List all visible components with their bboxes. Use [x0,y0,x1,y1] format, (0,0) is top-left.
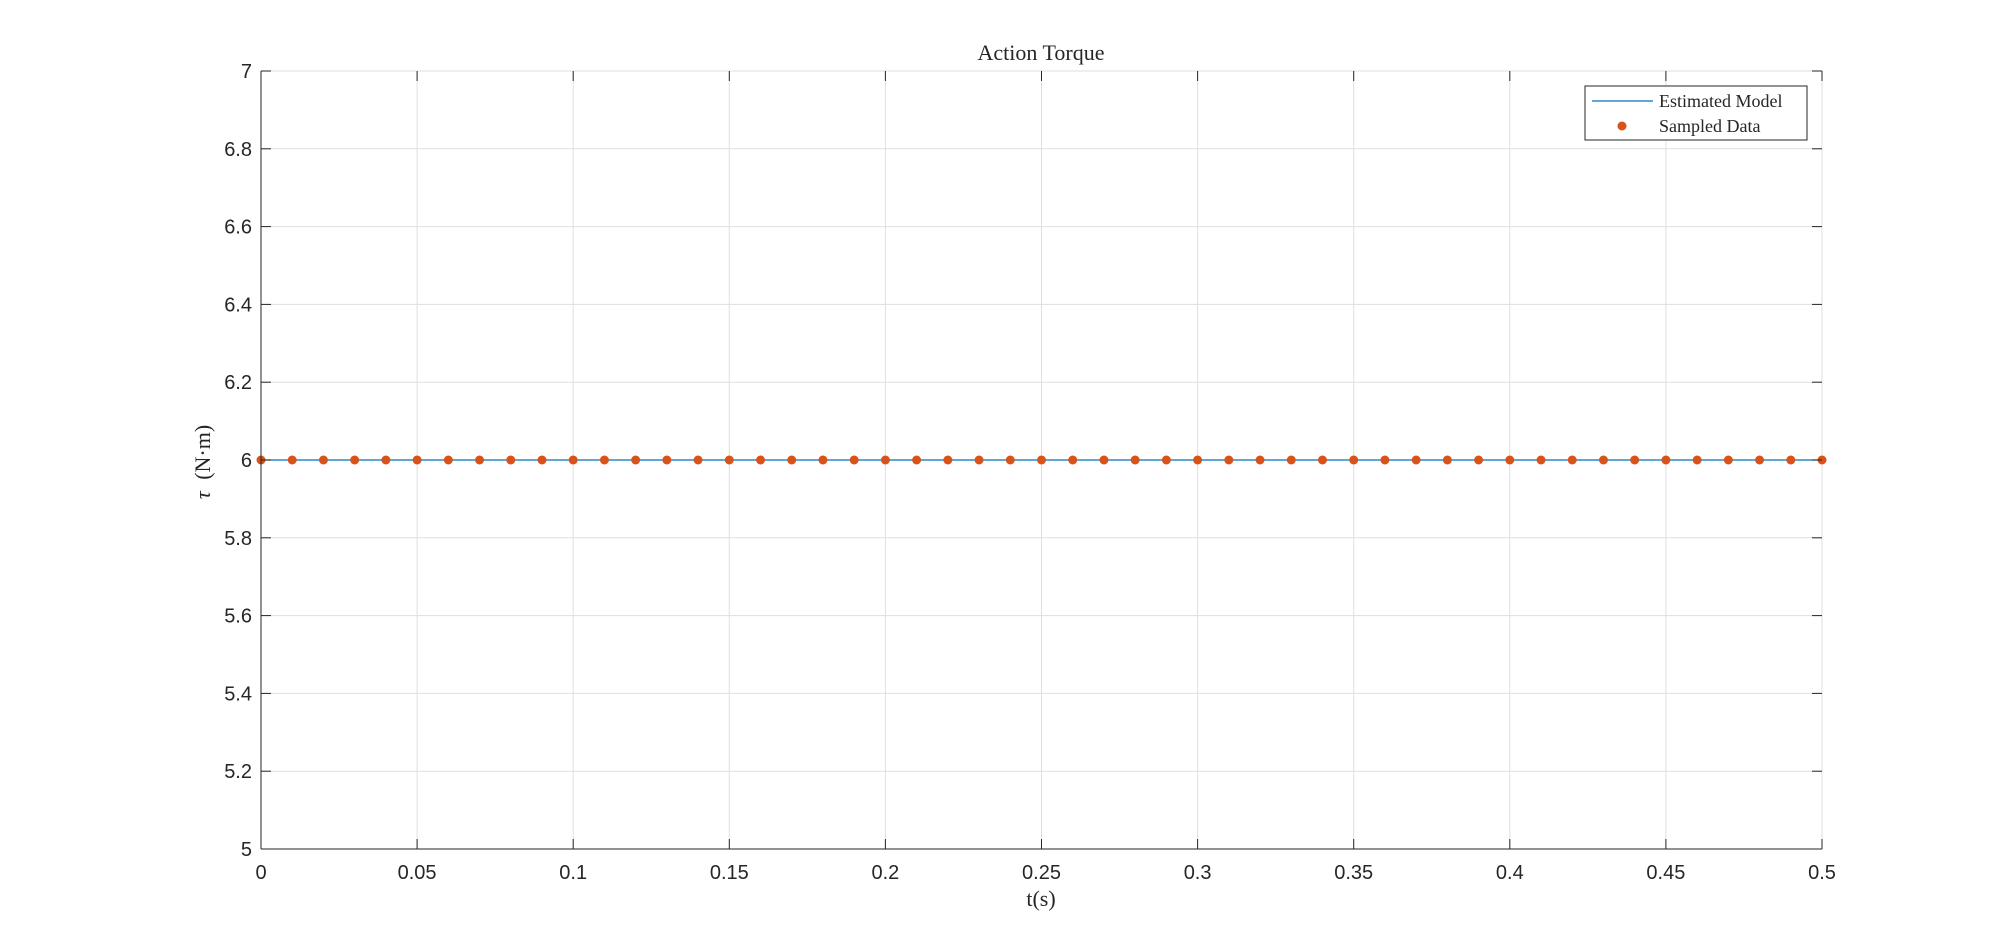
tick-labels: 0 0.05 0.1 0.15 0.2 0.25 0.3 0.35 0.4 0.45 0.5 5 5.2… [224,61,1836,884]
data-point-sampled [849,455,859,465]
data-point-sampled [412,455,422,465]
data-point-sampled [1723,455,1733,465]
y-tick-label: 5.2 [224,761,252,783]
y-axis-label-symbol: τ [190,490,215,499]
data-point-sampled [381,455,391,465]
data-point-sampled [599,455,609,465]
data-point-sampled [693,455,703,465]
data-point-sampled [568,455,578,465]
data-point-sampled [1630,455,1640,465]
data-point-sampled [1349,455,1359,465]
x-tick-label: 0.35 [1334,862,1373,884]
x-tick-label: 0.15 [710,862,749,884]
data-point-sampled [880,455,890,465]
x-tick-label: 0.45 [1646,862,1685,884]
legend-box [1584,85,1808,141]
y-tick-label: 5.6 [224,606,252,628]
y-axis-label-unit: (N·m) [190,425,215,480]
data-point-sampled [818,455,828,465]
y-tick-label: 6.4 [224,294,252,316]
data-point-sampled [756,455,766,465]
data-point-sampled [1442,455,1452,465]
y-tick-label: 7 [241,61,252,83]
data-point-sampled [787,455,797,465]
data-point-sampled [1161,455,1171,465]
data-point-sampled [1755,455,1765,465]
data-point-sampled [1037,455,1046,465]
data-point-sampled [318,455,328,465]
x-tick-label: 0.25 [1022,862,1061,884]
svg-text:τ (N·m): τ (N·m) [190,425,215,499]
y-tick-label: 6.6 [224,217,252,239]
data-point-sampled [1099,455,1109,465]
legend-swatch-sampled-data [1617,121,1627,131]
data-point-sampled [1317,455,1327,465]
y-tick-label: 5.8 [224,528,252,550]
data-point-sampled [943,455,953,465]
x-tick-label: 0.2 [871,862,899,884]
series-layer [256,455,1827,465]
y-tick-label: 5 [241,839,252,861]
data-point-sampled [350,455,360,465]
data-point-sampled [1598,455,1608,465]
axes [260,70,1823,850]
data-point-sampled [631,455,641,465]
x-tick-label: 0 [255,862,266,884]
data-point-sampled [974,455,984,465]
data-point-sampled [443,455,453,465]
data-point-sampled [1536,455,1546,465]
y-tick-label: 6.8 [224,139,252,161]
y-axis-label: τ (N·m) [190,425,215,499]
data-point-sampled [506,455,516,465]
data-point-sampled [475,455,485,465]
chart-title: Action Torque [978,40,1105,65]
data-point-sampled [1786,455,1796,465]
data-point-sampled [1193,455,1203,465]
data-point-sampled [1567,455,1577,465]
legend: Estimated Model Sampled Data [1584,85,1808,141]
data-point-sampled [1411,455,1421,465]
data-point-sampled [1286,455,1296,465]
data-point-sampled [1661,455,1671,465]
data-point-sampled [662,455,672,465]
data-point-sampled [1005,455,1015,465]
y-tick-label: 6 [241,450,252,472]
data-point-sampled [1692,455,1702,465]
x-axis-label: t(s) [1026,886,1055,911]
data-point-sampled [287,455,297,465]
legend-label-estimated-model: Estimated Model [1659,91,1782,111]
x-tick-label: 0.5 [1808,862,1836,884]
data-point-sampled [1474,455,1484,465]
data-point-sampled [1255,455,1265,465]
y-tick-label: 6.2 [224,372,252,394]
x-tick-label: 0.05 [398,862,437,884]
y-tick-label: 5.4 [224,683,252,705]
data-point-sampled [537,455,547,465]
data-point-sampled [1505,455,1515,465]
legend-label-sampled-data: Sampled Data [1659,116,1760,136]
data-point-sampled [1130,455,1140,465]
data-point-sampled [724,455,734,465]
x-tick-label: 0.3 [1184,862,1212,884]
x-tick-label: 0.4 [1496,862,1524,884]
data-point-sampled [912,455,922,465]
data-point-sampled [1224,455,1234,465]
data-point-sampled [1068,455,1078,465]
x-tick-label: 0.1 [559,862,587,884]
data-point-sampled [1380,455,1390,465]
